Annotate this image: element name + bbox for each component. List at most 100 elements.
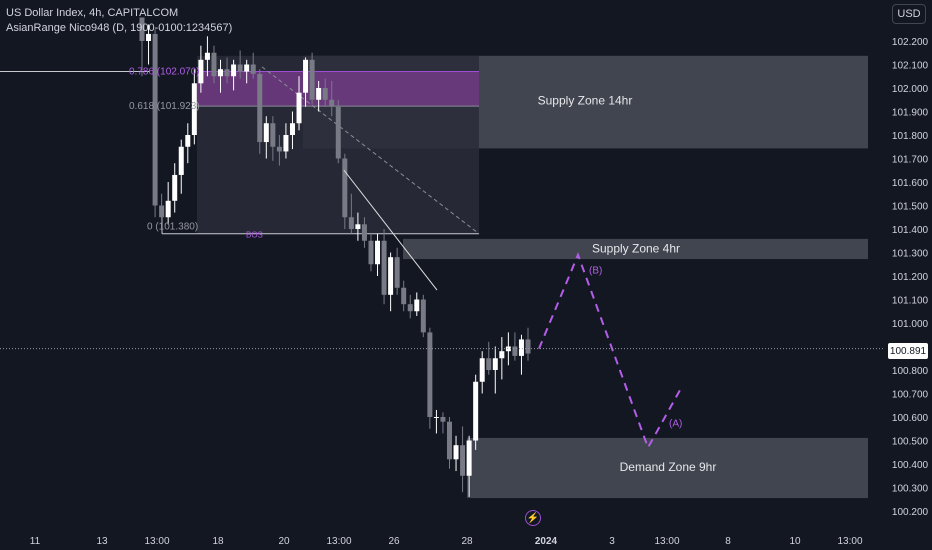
candle xyxy=(381,229,387,305)
candle xyxy=(204,36,210,77)
candles-layer xyxy=(139,17,531,497)
candle xyxy=(375,233,381,276)
y-tick-label: 102.000 xyxy=(892,84,929,95)
candle-body xyxy=(218,69,224,77)
candle xyxy=(342,153,348,229)
candle xyxy=(218,59,224,93)
candle xyxy=(492,346,498,394)
candle xyxy=(296,76,302,131)
candle xyxy=(257,69,263,154)
candle xyxy=(518,334,524,375)
candle-body xyxy=(263,123,269,143)
candle-body xyxy=(512,346,518,356)
candle-body xyxy=(335,106,341,159)
y-tick-label: 100.200 xyxy=(892,507,929,518)
candle xyxy=(466,435,472,497)
projection-path xyxy=(538,252,683,450)
candle-body xyxy=(401,287,407,305)
x-tick-label: 2024 xyxy=(535,536,558,547)
fib-0618-label: 0.618 (101.923) xyxy=(129,101,200,112)
candle-body xyxy=(178,146,184,175)
candle xyxy=(270,116,276,161)
y-tick-label: 101.800 xyxy=(892,131,929,142)
candle xyxy=(414,292,420,316)
candle xyxy=(185,123,191,164)
candle-body xyxy=(407,304,413,312)
candle xyxy=(348,193,354,234)
annotation-labels-layer: 0.786 (102.070) 0.618 (101.923) 0 (101.380… xyxy=(129,67,716,474)
x-tick-label: 13:00 xyxy=(326,536,351,547)
x-tick-label: 13:00 xyxy=(654,536,679,547)
candle-body xyxy=(394,257,400,288)
candle-body xyxy=(257,73,263,143)
currency-button[interactable]: USD xyxy=(892,4,926,24)
candle-body xyxy=(414,299,420,312)
candle-body xyxy=(185,135,191,147)
candle-body xyxy=(466,440,472,476)
candle-body xyxy=(283,135,289,152)
candle xyxy=(152,29,158,218)
candle-body xyxy=(492,358,498,370)
candle xyxy=(479,351,485,394)
candle xyxy=(139,17,145,77)
candle-body xyxy=(191,83,197,135)
candle-body xyxy=(525,339,531,354)
y-tick-label: 101.500 xyxy=(892,202,929,213)
candle xyxy=(250,52,256,79)
candle xyxy=(446,417,452,469)
candle xyxy=(512,332,518,361)
candle xyxy=(146,24,152,65)
candle xyxy=(368,233,374,272)
candle-body xyxy=(296,92,302,124)
candle xyxy=(394,247,400,295)
candle-body xyxy=(152,33,158,206)
candle-body xyxy=(316,88,322,100)
y-tick-label: 100.600 xyxy=(892,413,929,424)
y-tick-label: 101.400 xyxy=(892,225,929,236)
lightning-icon[interactable]: ⚡ xyxy=(525,510,541,526)
candle xyxy=(211,45,217,84)
candle-body xyxy=(289,123,295,135)
candle-body xyxy=(486,358,492,370)
candle xyxy=(420,294,426,338)
y-tick-label: 101.000 xyxy=(892,319,929,330)
candle-body xyxy=(361,224,367,241)
candle xyxy=(505,332,511,366)
price-axis: 102.200 102.100 102.000 101.900 101.800 101.7… xyxy=(892,37,929,518)
candle-body xyxy=(453,445,459,460)
candle xyxy=(473,374,479,450)
candle xyxy=(355,212,361,241)
candle-body xyxy=(440,417,446,422)
candle xyxy=(303,57,309,107)
candle-body xyxy=(237,64,243,72)
x-tick-label: 18 xyxy=(212,536,224,547)
y-tick-label: 101.200 xyxy=(892,272,929,283)
candle xyxy=(231,59,237,91)
candle-body xyxy=(388,257,394,295)
candle-body xyxy=(146,33,152,41)
y-tick-label: 101.100 xyxy=(892,296,929,307)
y-tick-label: 100.500 xyxy=(892,437,929,448)
x-tick-label: 13 xyxy=(96,536,108,547)
candle xyxy=(499,337,505,380)
y-tick-label: 100.400 xyxy=(892,460,929,471)
x-tick-label: 10 xyxy=(789,536,801,547)
y-tick-label: 100.700 xyxy=(892,390,929,401)
candle-body xyxy=(244,64,250,72)
candle-body xyxy=(322,88,328,100)
candle-body xyxy=(499,351,505,359)
candle xyxy=(322,78,328,107)
candle-body xyxy=(342,158,348,218)
candle xyxy=(361,217,367,248)
candle-body xyxy=(303,59,309,93)
candle-body xyxy=(139,17,145,41)
zone-rect xyxy=(403,238,868,260)
wave-a-label: (A) xyxy=(669,418,682,429)
candle-body xyxy=(348,217,354,229)
candle xyxy=(401,280,407,312)
candle-body xyxy=(270,123,276,147)
trend-line xyxy=(343,169,438,291)
fib-0-label: 0 (101.380) xyxy=(147,222,198,233)
candle xyxy=(165,182,171,225)
